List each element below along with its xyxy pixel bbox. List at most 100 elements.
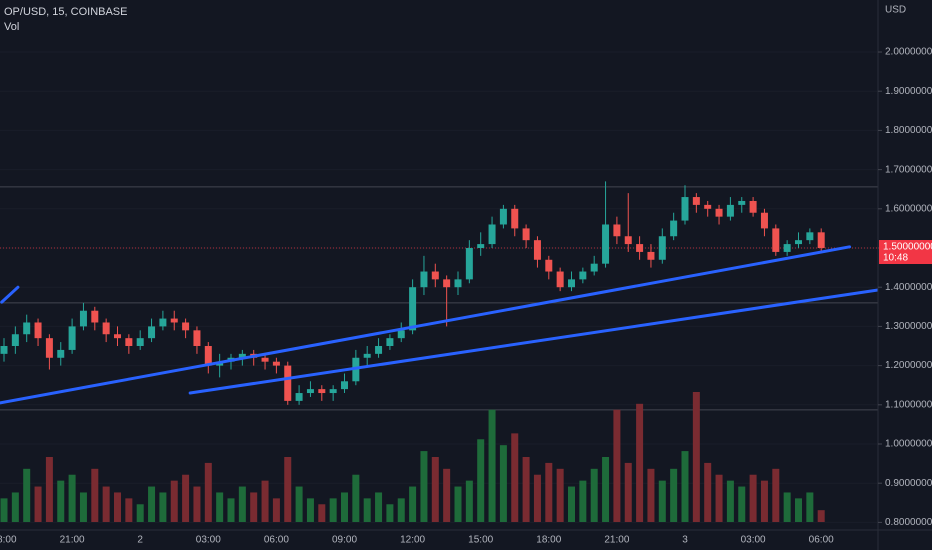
candle-body [170,318,178,323]
candle-body [692,197,700,205]
volume-bar [636,403,644,522]
volume-bar [624,462,632,522]
volume-label: Vol [4,21,19,33]
y-tick-label: 1.70000000 [885,164,932,175]
volume-bar [227,498,235,522]
candle-body [579,271,587,280]
candle-body [511,208,519,229]
volume-bar [318,504,326,522]
volume-bar [238,486,246,522]
candle-body [284,365,292,401]
candle-body [420,271,428,288]
plot-area [0,51,878,523]
volume-bar [45,457,53,522]
candle-body [590,263,598,272]
volume-bar [568,486,575,522]
candle-body [783,244,791,252]
volume-bar [23,468,31,522]
volume-bar [57,480,65,522]
candle-body [11,334,19,347]
volume-bar [772,468,780,522]
candle-body [738,200,746,205]
candle-body [295,393,303,401]
countdown-label: 10:48 [883,253,908,264]
volume-bar [522,457,530,522]
volume-bar [0,498,8,522]
candle-body [375,346,383,354]
candle-body [454,279,462,288]
volume-bar [79,492,87,522]
candle-body [431,271,439,280]
volume-bar [420,451,428,522]
volume-bar [738,486,746,522]
volume-bar [182,474,190,522]
candle-body [261,357,269,362]
x-tick-label: 06:00 [264,535,289,546]
x-tick-label: 18:00 [0,535,17,546]
volume-bar [397,498,405,522]
volume-bar [602,457,610,522]
volume-bar [670,468,678,522]
volume-bar [726,480,734,522]
candle-body [795,240,802,245]
candle-body [102,322,110,335]
candle-body [715,208,723,217]
volume-bar [579,480,587,522]
candle-body [45,338,53,358]
candle-body [341,381,348,390]
volume-bar [11,492,19,522]
trendline [188,288,878,395]
candle-body [602,224,610,264]
volume-bar [34,486,42,522]
volume-bar [658,480,666,522]
candle-body [499,208,507,225]
y-tick-label: 0.90000000 [885,478,932,489]
candle-body [0,346,8,354]
candle-body [624,236,632,245]
candle-body [658,236,666,260]
volume-bar [341,492,348,522]
y-tick-label: 1.10000000 [885,399,932,410]
candle-body [465,248,473,280]
candle-body [817,232,825,249]
y-tick-label: 1.60000000 [885,203,932,214]
candle-body [533,240,541,260]
volume-bar [545,462,553,522]
volume-bar [806,492,814,522]
candle-body [204,346,212,366]
volume-bar [204,462,212,522]
x-tick-label: 18:00 [536,535,561,546]
volume-bar [352,474,360,522]
x-tick-label: 21:00 [60,535,85,546]
candle-body [182,322,190,331]
volume-bar [386,504,394,522]
x-tick-label: 2 [137,535,143,546]
volume-bar [102,486,110,522]
volume-bar [795,498,802,522]
candle-body [806,232,814,241]
candle-body [114,334,121,339]
volume-bar [431,457,439,522]
volume-bar [783,492,791,522]
candle-body [318,389,326,394]
last-price-tag [879,240,932,265]
candle-body [397,330,405,339]
volume-bar [465,480,473,522]
volume-bar [715,474,723,522]
candle-body [568,279,575,288]
volume-bar [590,468,598,522]
volume-bar [454,486,462,522]
trendline [0,285,20,304]
volume-bar [443,468,451,522]
x-tick-label: 03:00 [196,535,221,546]
candle-body [545,259,553,272]
volume-bar [556,468,564,522]
volume-bar [533,474,541,522]
candle-body [477,244,485,249]
volume-bar [511,433,519,522]
x-tick-label: 15:00 [468,535,493,546]
volume-bar [409,486,417,522]
last-price-label: 1.50000000 [883,242,932,253]
volume-bar [136,504,144,522]
